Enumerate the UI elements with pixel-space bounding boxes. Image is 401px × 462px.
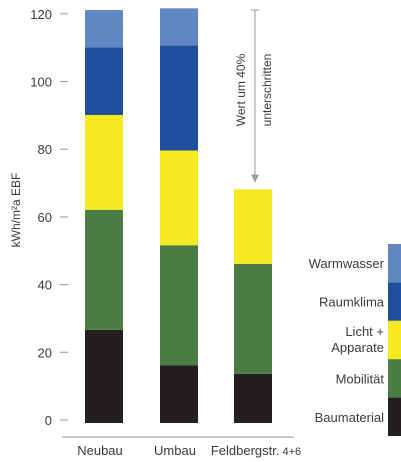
legend-label: Baumaterial: [315, 410, 384, 425]
legend-label: Warmwasser: [309, 256, 385, 271]
annotation-text-line1: Wert um 40%: [234, 53, 248, 126]
y-tick-label: 100: [30, 75, 52, 90]
bar-segment-licht-: [160, 150, 198, 246]
legend-swatch: [388, 282, 401, 321]
bars: [85, 8, 272, 423]
bar-segment-baumaterial: [85, 329, 123, 423]
bar-segment-raumklima: [160, 45, 198, 151]
y-tick-label: 120: [30, 7, 52, 22]
bar-segment-raumklima: [85, 47, 123, 115]
legend-swatch: [388, 244, 401, 283]
legend: Warmwasser Raumklima Licht +Apparate Mobili…: [309, 244, 401, 436]
legend-label-line2: Apparate: [331, 340, 384, 355]
legend-swatch: [388, 320, 401, 360]
y-axis-label: kWh/m²a EBF: [9, 173, 23, 248]
y-axis: 0 20 40 60 80 100 120: [30, 7, 68, 428]
y-tick-label: 80: [38, 142, 52, 157]
y-tick-label: 60: [38, 210, 52, 225]
category-label: Umbau: [154, 443, 196, 458]
legend-label: Mobilität: [336, 371, 385, 386]
bar-segment-warmwasser: [160, 8, 198, 46]
bar-segment-licht-: [234, 189, 272, 264]
y-tick-label: 0: [45, 413, 52, 428]
y-tick-label: 40: [38, 278, 52, 293]
bar-segment-mobilität: [160, 245, 198, 366]
bar-segment-warmwasser: [85, 10, 123, 48]
legend-swatch: [388, 397, 401, 436]
bar-segment-mobilität: [234, 263, 272, 374]
legend-swatch: [388, 359, 401, 398]
category-label: Neubau: [77, 443, 123, 458]
y-tick-label: 20: [38, 345, 52, 360]
bar-segment-baumaterial: [160, 365, 198, 423]
category-label: Feldbergstr. 4+6: [211, 443, 301, 458]
bar-segment-baumaterial: [234, 373, 272, 423]
annotation: Wert um 40% unterschritten: [234, 9, 274, 183]
legend-label: Raumklima: [319, 295, 385, 310]
legend-label: Licht +: [345, 324, 384, 339]
annotation-arrowhead: [251, 174, 259, 183]
bar-segment-licht-: [85, 114, 123, 210]
bar-segment-mobilität: [85, 209, 123, 330]
category-labels: Neubau Umbau Feldbergstr. 4+6: [77, 443, 301, 458]
annotation-text-line2: unterschritten: [260, 54, 274, 127]
